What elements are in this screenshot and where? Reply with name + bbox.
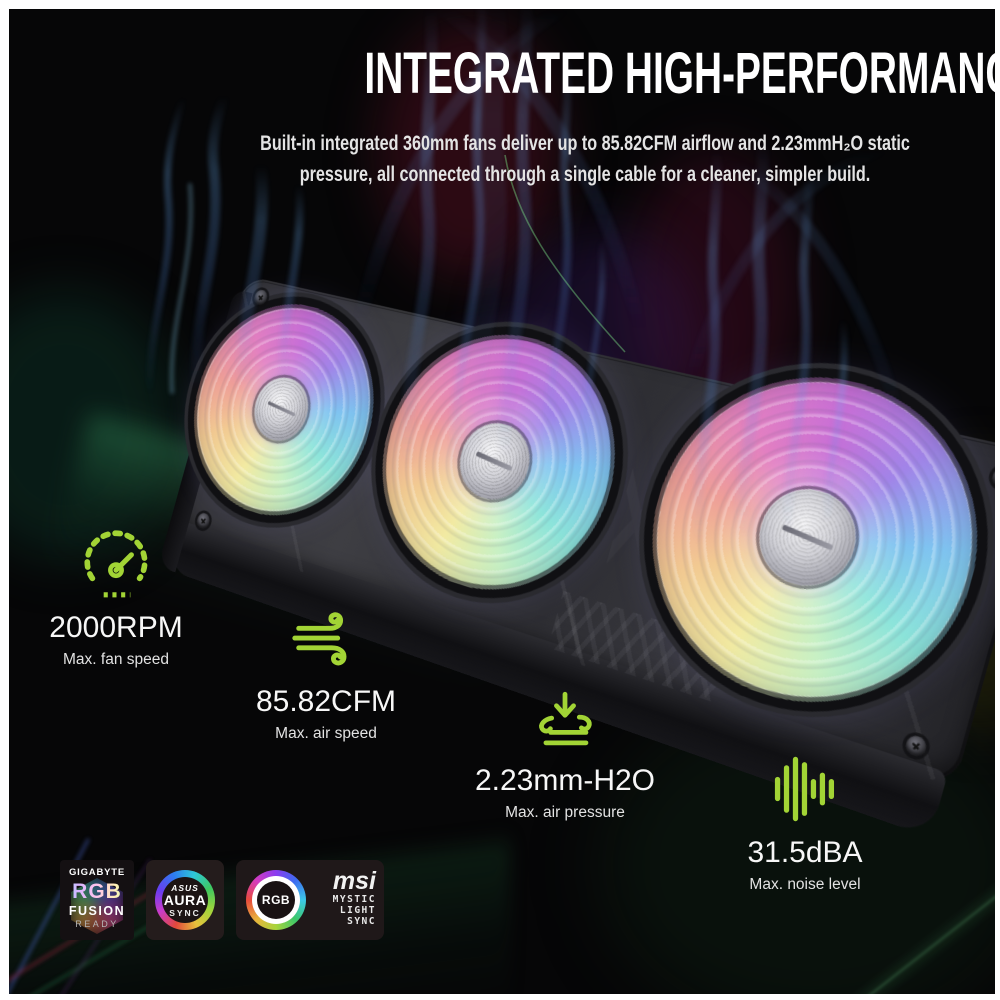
msi-text-block: msi MYSTIC LIGHT SYNC (312, 868, 380, 927)
sync-label: SYNC (347, 916, 376, 927)
air-pressure-icon (539, 691, 592, 746)
corner-screw-icon (903, 733, 929, 759)
badge-gigabyte-rgb-fusion: GIGABYTE RGB FUSION READY (60, 860, 134, 940)
subtitle: Built-in integrated 360mm fans deliver u… (85, 128, 995, 190)
light-label: LIGHT (339, 905, 376, 916)
spec-label: Max. air speed (275, 725, 377, 742)
msi-logo: msi (332, 867, 376, 895)
gigabyte-brand-label: GIGABYTE (68, 867, 125, 878)
spec-label: Max. noise level (749, 876, 861, 893)
sound-wave-icon (774, 756, 835, 822)
wind-icon (292, 612, 347, 666)
speedometer-icon (84, 530, 148, 598)
subtitle-line-1: Built-in integrated 360mm fans deliver u… (260, 132, 910, 155)
spec-air-speed: 85.82CFM Max. air speed (246, 607, 406, 743)
corner-screw-icon (252, 288, 269, 307)
spec-value: 85.82CFM (255, 685, 397, 718)
badge-asus-aura-sync: ASUS AURA SYNC (146, 860, 224, 940)
spec-label: Max. air pressure (505, 804, 625, 821)
aura-label: AURA (163, 891, 207, 908)
background-glow-teal (9, 290, 180, 560)
spec-label: Max. fan speed (63, 651, 169, 668)
mystic-light-rainbow-ring: RGB (246, 870, 306, 930)
spec-air-pressure: 2.23mm-H2O Max. air pressure (470, 684, 660, 822)
corner-screw-icon (990, 465, 995, 490)
asus-logo: ASUS (171, 882, 199, 893)
rgb-fusion-ready-label: READY (75, 919, 119, 929)
spec-value: 31.5dBA (747, 836, 863, 869)
page-frame: INTEGRATED HIGH-PERFORMANCE FANS Built-i… (9, 9, 995, 994)
stage: INTEGRATED HIGH-PERFORMANCE FANS Built-i… (9, 9, 995, 994)
subtitle-line-2: pressure, all connected through a single… (299, 163, 871, 186)
page-title-text: INTEGRATED HIGH-PERFORMANCE FANS (364, 41, 995, 106)
spec-value: 2.23mm-H2O (474, 764, 656, 797)
aura-sync-label: SYNC (169, 907, 201, 918)
badge-msi-mystic-light-sync: RGB msi MYSTIC LIGHT SYNC (236, 860, 384, 940)
aura-ring-center: ASUS AURA SYNC (162, 877, 208, 923)
spec-value: 2000RPM (49, 611, 183, 644)
rgb-compatibility-badges: GIGABYTE RGB FUSION READY ASUS AURA SYNC… (60, 860, 384, 940)
rgb-fusion-fusion-label: FUSION (68, 904, 126, 918)
spec-noise-level: 31.5dBA Max. noise level (715, 750, 895, 894)
spec-fan-speed: 2000RPM Max. fan speed (36, 525, 196, 669)
page-title: INTEGRATED HIGH-PERFORMANCE FANS (170, 40, 995, 107)
mystic-label: MYSTIC (332, 894, 376, 905)
rgb-fusion-rgb-label: RGB (60, 880, 134, 904)
aura-rainbow-ring: ASUS AURA SYNC (155, 870, 215, 930)
rgb-label: RGB (257, 881, 295, 919)
